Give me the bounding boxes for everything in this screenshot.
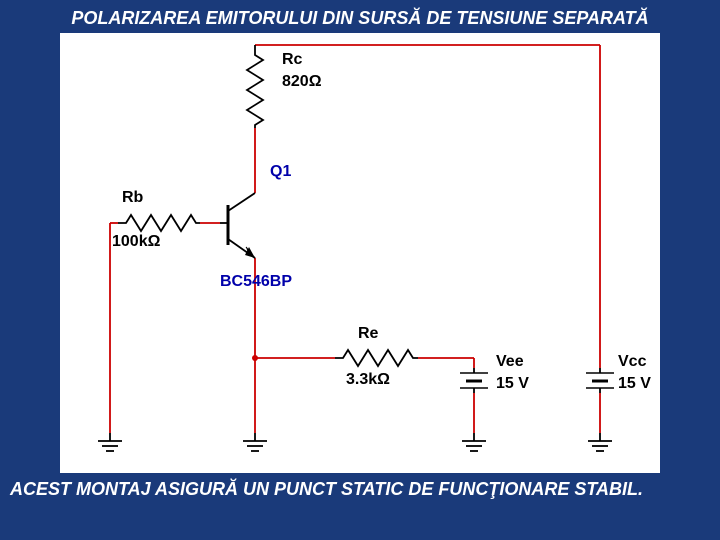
ground-vee [462,433,486,451]
transistor-q1 [220,193,255,258]
label-vee-name: Vee [496,353,524,371]
label-rb-value: 100kΩ [112,233,160,251]
resistor-rb [118,215,200,231]
label-rb-name: Rb [122,189,143,207]
battery-vcc [586,368,614,393]
label-q1-part: BC546BP [220,273,292,291]
label-re-name: Re [358,325,378,343]
ground-rb [98,433,122,451]
ground-emitter [243,433,267,451]
battery-vee [460,368,488,393]
label-rc-value: 820Ω [282,73,322,91]
label-re-value: 3.3kΩ [346,371,390,389]
label-vcc-name: Vcc [618,353,646,371]
label-q1-name: Q1 [270,163,291,181]
components [98,45,614,451]
label-rc-name: Rc [282,51,302,69]
circuit-svg [60,33,660,473]
label-vcc-value: 15 V [618,375,651,393]
label-vee-value: 15 V [496,375,529,393]
slide-footer: ACEST MONTAJ ASIGURĂ UN PUNCT STATIC DE … [0,473,720,506]
ground-vcc [588,433,612,451]
resistor-rc [247,45,263,128]
junctions [252,355,258,361]
slide-title: POLARIZAREA EMITORULUI DIN SURSĂ DE TENS… [0,0,720,33]
resistor-re [335,350,418,366]
circuit-diagram: Rc 820Ω Rb 100kΩ Q1 BC546BP Re 3.3kΩ Vee… [60,33,660,473]
